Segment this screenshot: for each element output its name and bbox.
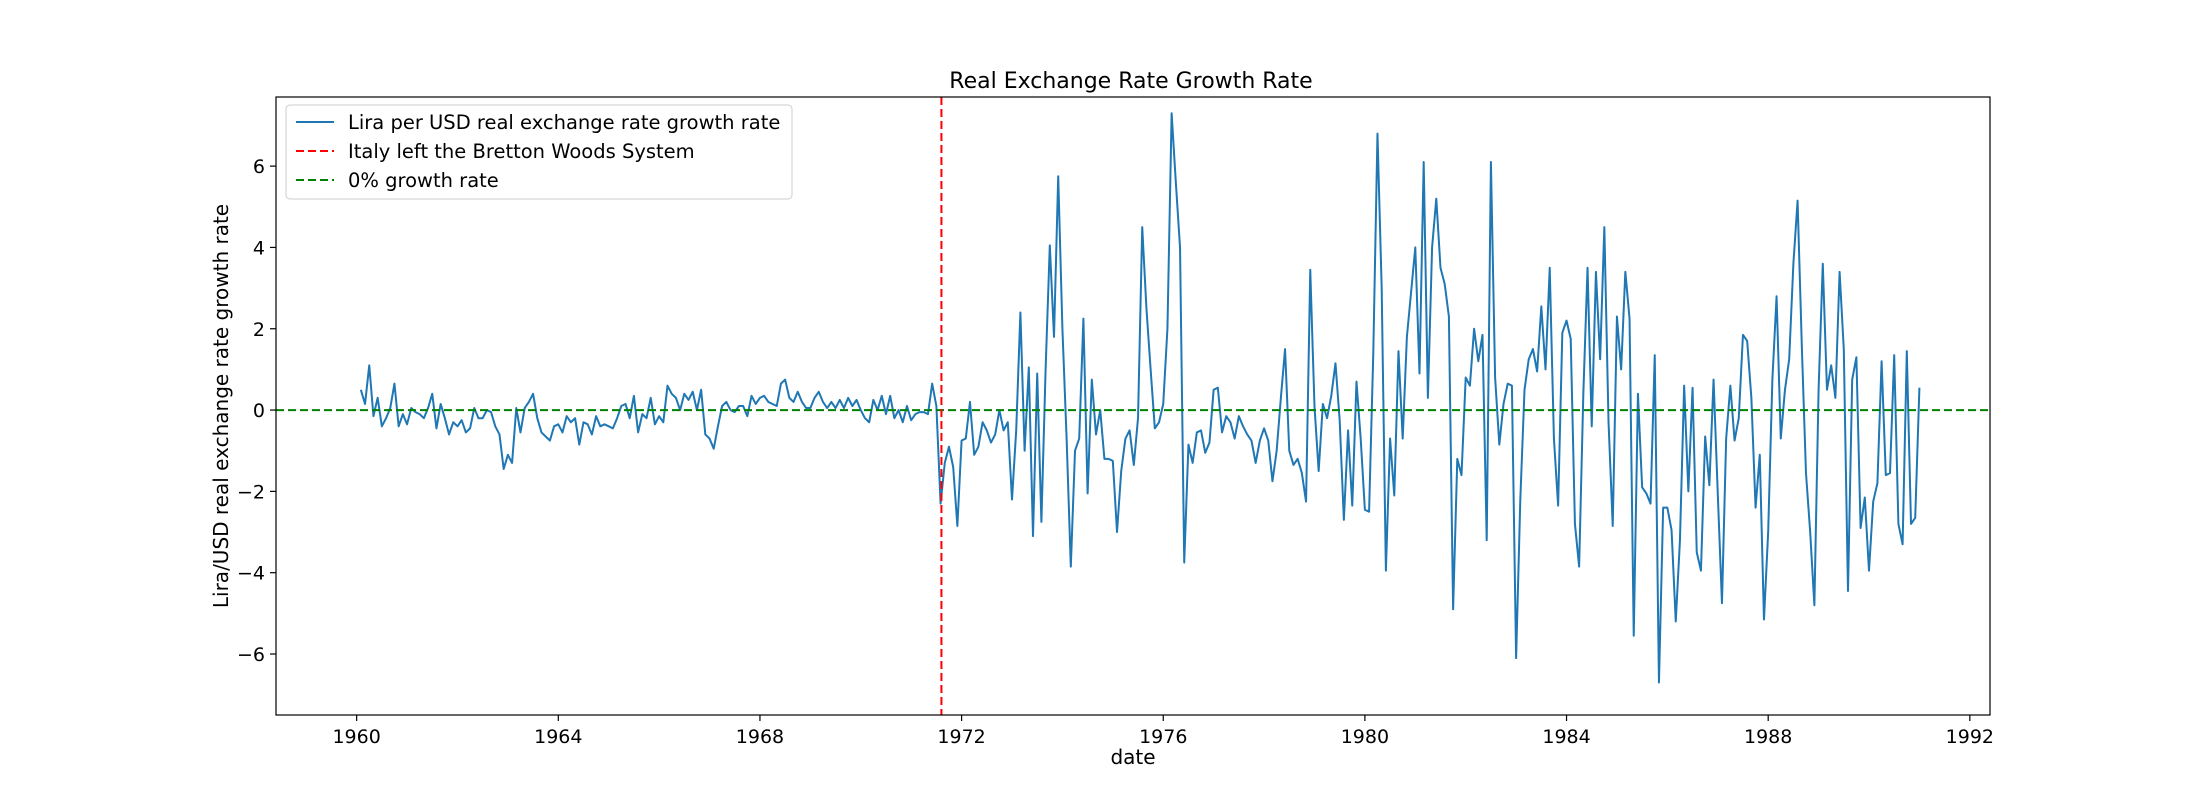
y-tick-label: 6: [253, 156, 265, 178]
y-tick-label: 2: [253, 319, 265, 341]
y-tick-label: −4: [237, 563, 265, 585]
series-line-rate: [359, 112, 1921, 684]
legend: Lira per USD real exchange rate growth r…: [285, 104, 793, 200]
x-tick-label: 1992: [1946, 726, 1994, 748]
y-tick-label: 4: [253, 237, 265, 259]
x-tick-label: 1964: [534, 726, 582, 748]
x-axis: 1960 1964 1968 1972 1976 1980 1984 1988 1992: [332, 715, 1994, 748]
x-tick-label: 1960: [332, 726, 380, 748]
y-tick-label: −6: [237, 644, 265, 666]
x-axis-label: date: [1110, 745, 1155, 769]
plot-frame: [275, 96, 1991, 716]
x-tick-label: 1976: [1139, 726, 1187, 748]
y-tick-label: −2: [237, 481, 265, 503]
plot-area: [276, 97, 1990, 715]
x-tick-label: 1988: [1744, 726, 1792, 748]
legend-label-zero-growth: 0% growth rate: [348, 169, 499, 192]
legend-label-rate: Lira per USD real exchange rate growth r…: [348, 111, 780, 134]
x-tick-label: 1968: [736, 726, 784, 748]
legend-label-bretton-woods: Italy left the Bretton Woods System: [348, 140, 695, 163]
x-tick-label: 1972: [937, 726, 985, 748]
y-axis-label: Lira/USD real exchange rate growth rate: [209, 204, 233, 608]
chart-title: Real Exchange Rate Growth Rate: [949, 69, 1312, 94]
x-tick-label: 1984: [1542, 726, 1590, 748]
y-tick-label: 0: [253, 400, 265, 422]
x-tick-label: 1980: [1341, 726, 1389, 748]
y-axis: −6 −4 −2 0 2 4 6: [237, 156, 276, 666]
legend-box: [285, 104, 793, 200]
